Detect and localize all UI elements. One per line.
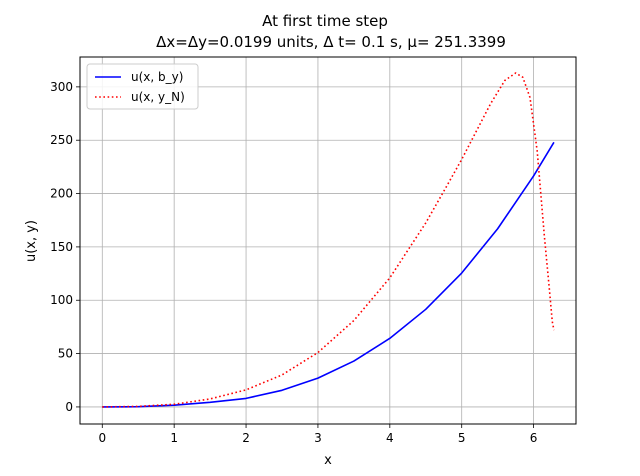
chart-title-line2: Δx=Δy=0.0199 units, Δ t= 0.1 s, μ= 251.3… [156,33,506,51]
series-line-0 [102,141,555,408]
y-axis-label: u(x, y) [24,220,39,262]
tick-layer: 0 1 2 3 4 5 6 0 50 100 150 200 250 300 [50,80,537,445]
chart-title-line1: At first time step [262,12,388,30]
plot-frame [79,56,577,425]
x-tick-label: 5 [458,431,466,445]
x-tick-label: 4 [386,431,394,445]
y-tick-label: 300 [50,80,73,94]
legend-label-b-y: u(x, b_y) [131,70,183,84]
y-tick-label: 50 [58,347,73,361]
grid-layer [80,57,576,424]
y-tick-label: 200 [50,187,73,201]
legend-box [86,63,199,110]
legend: u(x, b_y) u(x, y_N) [86,63,199,110]
x-tick-label: 6 [530,431,538,445]
x-tick-label: 2 [242,431,250,445]
y-tick-label: 150 [50,240,73,254]
x-axis-label: x [324,453,332,468]
series-line-1 [102,72,555,408]
x-tick-label: 3 [314,431,322,445]
y-tick-label: 0 [65,400,73,414]
legend-label-y-n: u(x, y_N) [131,90,185,104]
series-layer [102,72,555,408]
y-tick-label: 100 [50,293,73,307]
x-tick-label: 1 [170,431,178,445]
x-tick-label: 0 [98,431,106,445]
y-tick-label: 250 [50,133,73,147]
